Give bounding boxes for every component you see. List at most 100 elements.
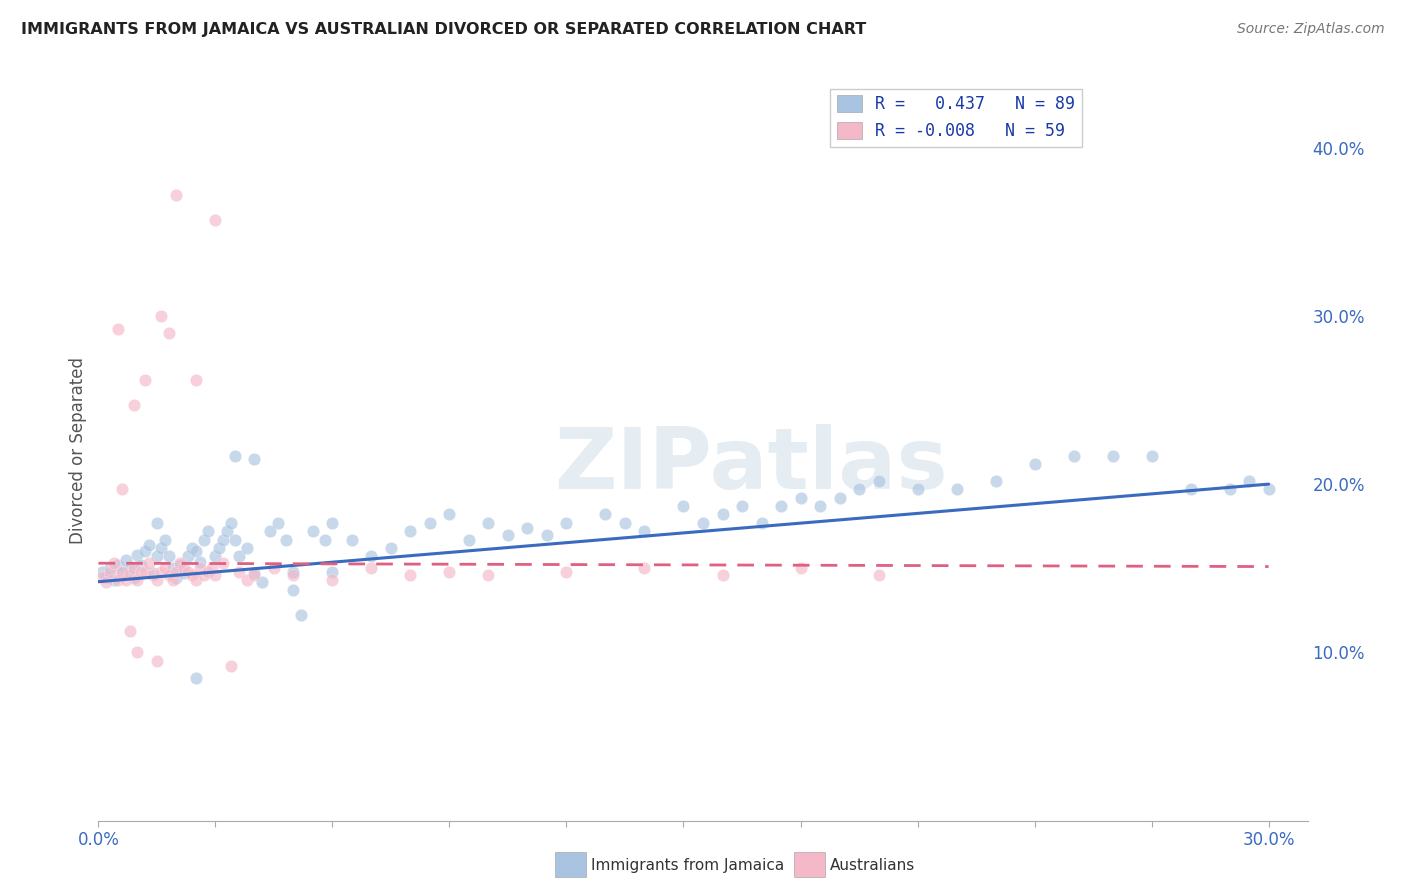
Point <box>169 558 191 572</box>
Point <box>224 533 246 547</box>
Point <box>536 527 558 541</box>
Point <box>290 608 312 623</box>
Point <box>184 671 207 685</box>
Point <box>98 561 121 575</box>
Point <box>380 541 402 555</box>
Point <box>252 574 274 589</box>
Point <box>212 556 235 570</box>
Point <box>157 568 180 582</box>
Point <box>235 541 257 555</box>
Point <box>302 524 325 539</box>
Point <box>283 583 305 598</box>
Point <box>193 568 215 582</box>
Legend: R =   0.437   N = 89, R = -0.008   N = 59: R = 0.437 N = 89, R = -0.008 N = 59 <box>830 88 1081 146</box>
Point <box>731 499 754 513</box>
Point <box>692 516 714 530</box>
Point <box>1180 482 1202 496</box>
Point <box>1257 482 1279 496</box>
Point <box>633 561 655 575</box>
Point <box>103 573 125 587</box>
Point <box>828 491 851 505</box>
Point <box>197 524 219 539</box>
Point <box>118 624 141 638</box>
Point <box>134 565 156 579</box>
Point <box>177 549 200 564</box>
Point <box>399 568 422 582</box>
Point <box>181 541 204 555</box>
Point <box>283 568 305 582</box>
Point <box>188 561 211 575</box>
Point <box>555 516 578 530</box>
Point <box>283 565 305 579</box>
Point <box>477 516 499 530</box>
Text: Australians: Australians <box>830 858 915 872</box>
Point <box>157 549 180 564</box>
Point <box>243 568 266 582</box>
Point <box>127 548 149 562</box>
Point <box>439 508 461 522</box>
Point <box>868 568 890 582</box>
Point <box>808 499 831 513</box>
Point <box>711 568 734 582</box>
Point <box>91 569 114 583</box>
Point <box>204 568 226 582</box>
Point <box>131 558 153 572</box>
Text: IMMIGRANTS FROM JAMAICA VS AUSTRALIAN DIVORCED OR SEPARATED CORRELATION CHART: IMMIGRANTS FROM JAMAICA VS AUSTRALIAN DI… <box>21 22 866 37</box>
Point <box>138 556 160 570</box>
Point <box>122 571 145 585</box>
Point <box>162 561 184 575</box>
Point <box>769 499 792 513</box>
Point <box>267 516 290 530</box>
Point <box>321 573 343 587</box>
Point <box>173 561 195 575</box>
Point <box>907 482 929 496</box>
Point <box>162 573 184 587</box>
Point <box>157 326 180 340</box>
Point <box>127 645 149 659</box>
Point <box>118 568 141 582</box>
Point <box>142 568 165 582</box>
Point <box>224 449 246 463</box>
Point <box>614 516 637 530</box>
Point <box>243 566 266 581</box>
Point <box>181 568 204 582</box>
Point <box>259 524 281 539</box>
Point <box>177 565 200 579</box>
Point <box>228 549 250 564</box>
Point <box>142 566 165 581</box>
Point <box>127 573 149 587</box>
Point <box>114 573 136 587</box>
Point <box>217 524 239 539</box>
Point <box>789 561 811 575</box>
Point <box>138 538 160 552</box>
Point <box>122 398 145 412</box>
Point <box>204 549 226 564</box>
Point <box>868 474 890 488</box>
Point <box>146 549 169 564</box>
Point <box>107 322 129 336</box>
Point <box>153 533 176 547</box>
Point <box>419 516 441 530</box>
Point <box>243 451 266 466</box>
Point <box>212 533 235 547</box>
Point <box>184 573 207 587</box>
Point <box>595 508 617 522</box>
Point <box>122 561 145 575</box>
Point <box>91 565 114 579</box>
Y-axis label: Divorced or Separated: Divorced or Separated <box>69 357 87 544</box>
Point <box>131 565 153 579</box>
Point <box>1063 449 1085 463</box>
Point <box>789 491 811 505</box>
Point <box>314 533 336 547</box>
Point <box>984 474 1007 488</box>
Point <box>96 569 118 583</box>
Point <box>263 561 285 575</box>
Point <box>228 565 250 579</box>
Point <box>200 561 222 575</box>
Point <box>496 527 519 541</box>
Point <box>1101 449 1123 463</box>
Point <box>458 533 481 547</box>
Point <box>1024 457 1046 471</box>
Point <box>149 541 172 555</box>
Point <box>516 521 538 535</box>
